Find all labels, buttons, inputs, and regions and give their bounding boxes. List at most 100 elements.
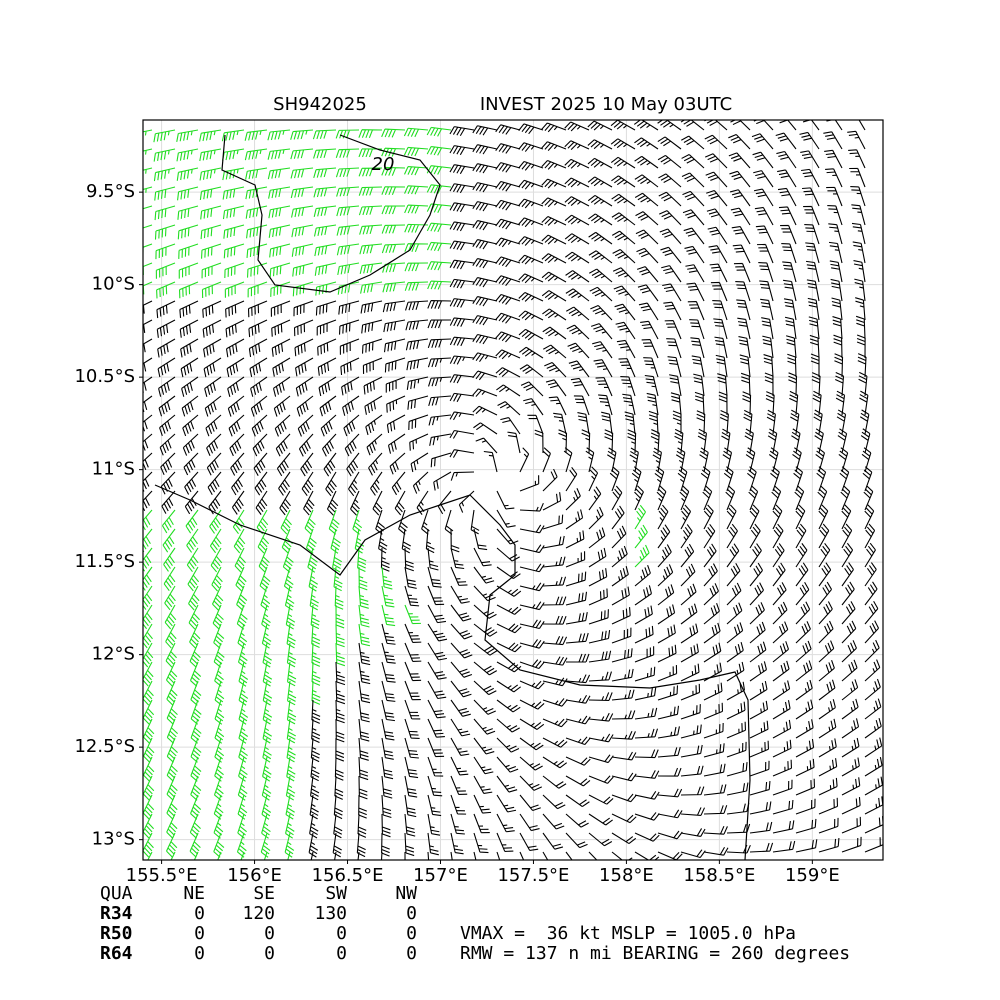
wind-barb	[404, 718, 420, 740]
wind-barb	[407, 395, 429, 410]
wind-barb	[706, 189, 728, 207]
wind-barb	[611, 730, 636, 740]
wind-barb	[780, 224, 797, 245]
wind-barb	[588, 231, 613, 245]
wind-barb	[817, 485, 828, 511]
wind-barb	[753, 188, 774, 207]
wind-barb	[667, 356, 682, 378]
wind-barb	[749, 680, 768, 701]
wind-barb	[427, 357, 452, 368]
wind-barb	[291, 243, 314, 257]
wind-barb	[333, 794, 343, 820]
wind-barb	[207, 471, 222, 495]
wind-barb	[735, 281, 751, 302]
wind-barb	[381, 718, 395, 741]
wind-barb	[428, 395, 452, 406]
wind-barb	[381, 737, 394, 760]
wind-barb	[542, 718, 568, 728]
wind-barb	[728, 133, 751, 150]
wind-barb	[366, 433, 383, 456]
wind-barb	[802, 120, 820, 131]
wind-barb	[290, 167, 314, 179]
wind-barb	[765, 391, 775, 416]
wind-barb	[611, 175, 636, 188]
wind-barb	[588, 486, 602, 511]
wind-barb	[404, 223, 429, 233]
wind-barb	[271, 319, 291, 337]
wind-barb	[181, 395, 199, 417]
wind-barb	[772, 719, 792, 739]
wind-barb	[311, 623, 321, 648]
wind-barb	[793, 466, 803, 492]
wind-barb	[328, 509, 340, 535]
wind-barb	[726, 622, 744, 644]
wind-barb	[310, 775, 320, 801]
wind-barb	[682, 209, 705, 226]
wind-barb	[381, 661, 396, 683]
wind-barb	[527, 414, 544, 435]
wind-barb	[700, 466, 711, 492]
wind-barb	[344, 433, 360, 457]
wind-barb	[841, 601, 856, 625]
wind-barb	[664, 320, 682, 340]
wind-barb	[542, 636, 568, 646]
wind-barb	[179, 319, 199, 338]
wind-barb	[565, 270, 590, 283]
wind-barb	[818, 601, 833, 625]
table-header: SW	[325, 883, 347, 904]
wind-barb	[295, 357, 314, 377]
wind-barb	[771, 485, 782, 511]
wind-barb	[496, 642, 522, 653]
wind-barb	[326, 490, 339, 516]
wind-barb	[335, 680, 346, 705]
wind-barb	[542, 698, 568, 707]
wind-barb	[165, 661, 178, 687]
wind-barb	[679, 485, 690, 511]
wind-barb	[206, 433, 222, 456]
wind-barb	[699, 447, 709, 473]
wind-barb	[542, 326, 567, 340]
wind-barb	[286, 718, 297, 744]
wind-barb	[680, 524, 693, 549]
wind-barb	[473, 547, 492, 567]
wind-barb	[154, 186, 176, 201]
wind-barb	[726, 523, 738, 549]
wind-barb	[749, 562, 763, 587]
wind-barb	[853, 259, 866, 283]
wind-barb	[697, 428, 707, 454]
wind-barb	[541, 122, 567, 133]
wind-barb	[213, 642, 225, 668]
wind-barb	[427, 718, 445, 738]
wind-barb	[381, 680, 396, 702]
wind-barb	[213, 813, 224, 839]
wind-barb	[795, 719, 814, 739]
wind-barb	[657, 665, 678, 682]
wind-barb	[726, 762, 748, 777]
wind-barb	[495, 293, 521, 305]
wind-barb	[542, 596, 567, 606]
wind-barb	[405, 319, 429, 331]
wind-barb	[427, 699, 446, 719]
wind-barb	[541, 216, 567, 226]
wind-barb	[772, 582, 787, 606]
wind-barb	[225, 300, 245, 318]
wind-barb	[157, 357, 176, 378]
wind-barb	[276, 452, 291, 477]
wind-barb	[245, 205, 268, 219]
wind-barb	[335, 699, 345, 724]
wind-barb	[255, 490, 268, 515]
wind-barb	[381, 794, 392, 819]
wind-barb	[565, 653, 590, 663]
wind-barb	[611, 648, 633, 663]
wind-barb	[518, 161, 544, 171]
wind-barb	[862, 466, 873, 492]
wind-barb	[356, 832, 366, 858]
wind-barb	[143, 775, 155, 801]
wind-barb	[759, 280, 774, 302]
wind-barb	[864, 504, 875, 530]
wind-barb	[473, 813, 490, 834]
wind-barb	[248, 319, 268, 338]
wind-barb	[283, 566, 294, 592]
wind-barb	[541, 253, 567, 264]
wind-barb	[153, 129, 176, 143]
